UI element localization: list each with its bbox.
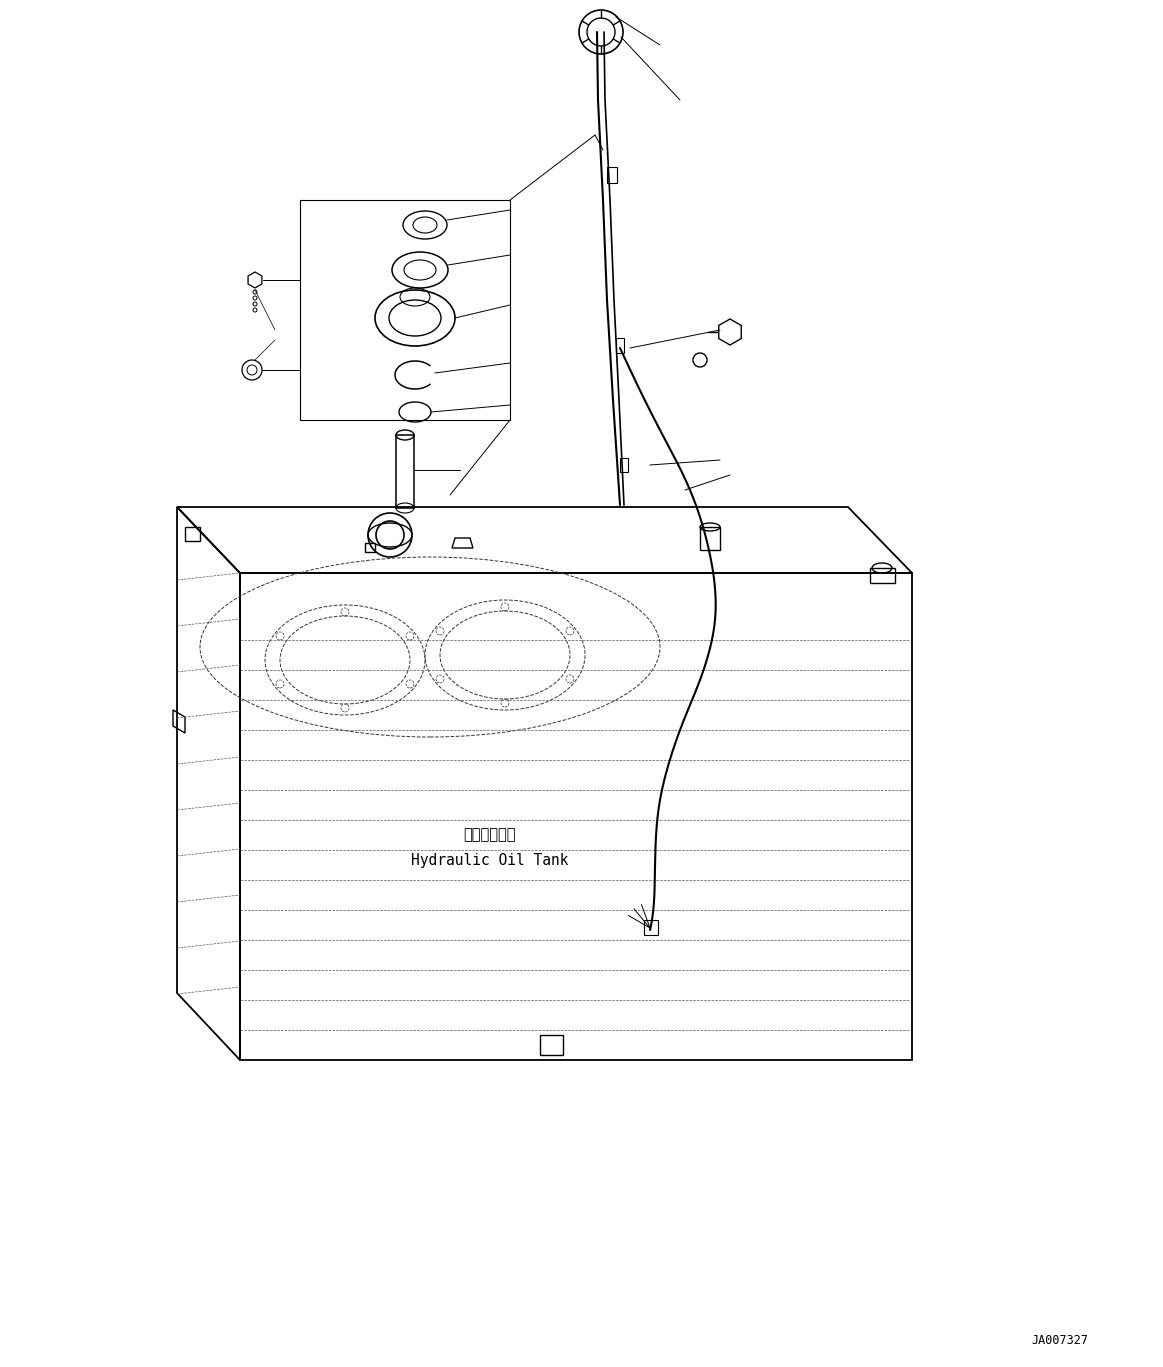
Text: 作動油タンク: 作動油タンク — [464, 827, 516, 842]
Text: JA007327: JA007327 — [1032, 1333, 1089, 1346]
Text: Hydraulic Oil Tank: Hydraulic Oil Tank — [412, 853, 569, 868]
